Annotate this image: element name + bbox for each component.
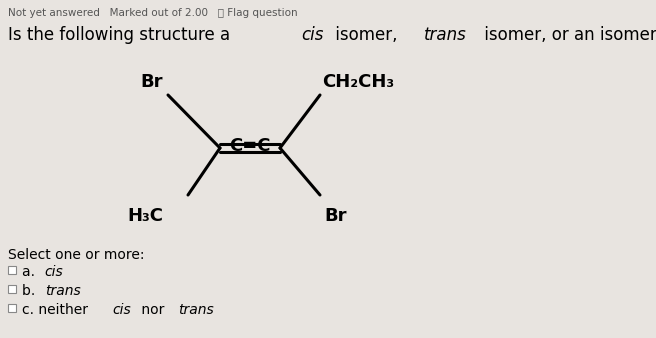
Text: Br: Br	[324, 207, 346, 225]
Text: b.: b.	[22, 284, 39, 298]
Text: isomer, or an isomer that is neither: isomer, or an isomer that is neither	[480, 26, 656, 44]
Text: trans: trans	[424, 26, 467, 44]
Text: trans: trans	[178, 303, 214, 317]
Text: c. neither: c. neither	[22, 303, 92, 317]
Text: Is the following structure a: Is the following structure a	[8, 26, 236, 44]
Text: cis: cis	[301, 26, 324, 44]
Text: cis: cis	[113, 303, 132, 317]
Bar	[8, 304, 16, 312]
Text: nor: nor	[137, 303, 169, 317]
Text: Br: Br	[140, 73, 163, 91]
Text: Not yet answered   Marked out of 2.00   ⏳ Flag question: Not yet answered Marked out of 2.00 ⏳ Fl…	[8, 8, 298, 18]
Text: H₃C: H₃C	[127, 207, 163, 225]
Text: isomer,: isomer,	[330, 26, 403, 44]
Text: a.: a.	[22, 265, 39, 279]
Text: Select one or more:: Select one or more:	[8, 248, 144, 262]
Text: cis: cis	[45, 265, 63, 279]
Text: trans: trans	[45, 284, 81, 298]
Bar	[8, 285, 16, 293]
Text: CH₂CH₃: CH₂CH₃	[322, 73, 394, 91]
Bar	[8, 266, 16, 274]
Text: C=C: C=C	[229, 137, 271, 155]
